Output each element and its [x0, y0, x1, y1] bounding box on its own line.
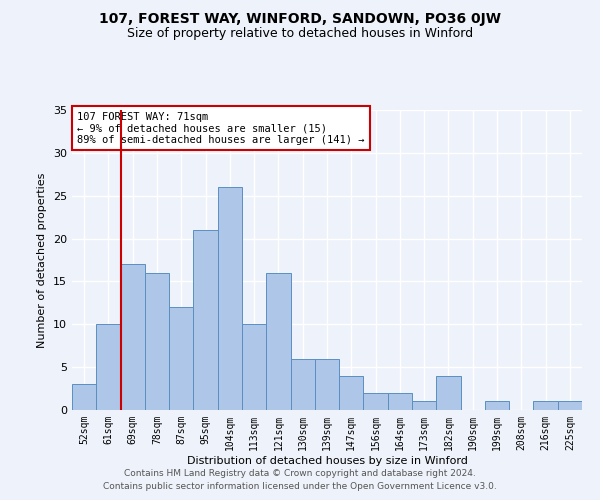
Bar — [436, 376, 461, 410]
Bar — [558, 402, 582, 410]
Bar — [193, 230, 218, 410]
Text: Size of property relative to detached houses in Winford: Size of property relative to detached ho… — [127, 28, 473, 40]
Bar — [339, 376, 364, 410]
Bar — [145, 273, 169, 410]
Bar — [364, 393, 388, 410]
Text: Contains public sector information licensed under the Open Government Licence v3: Contains public sector information licen… — [103, 482, 497, 491]
Y-axis label: Number of detached properties: Number of detached properties — [37, 172, 47, 348]
Bar — [533, 402, 558, 410]
Bar — [412, 402, 436, 410]
Text: 107, FOREST WAY, WINFORD, SANDOWN, PO36 0JW: 107, FOREST WAY, WINFORD, SANDOWN, PO36 … — [99, 12, 501, 26]
Bar — [72, 384, 96, 410]
Bar — [485, 402, 509, 410]
Text: 107 FOREST WAY: 71sqm
← 9% of detached houses are smaller (15)
89% of semi-detac: 107 FOREST WAY: 71sqm ← 9% of detached h… — [77, 112, 365, 144]
Bar — [121, 264, 145, 410]
Bar — [169, 307, 193, 410]
Bar — [242, 324, 266, 410]
Bar — [218, 187, 242, 410]
Bar — [266, 273, 290, 410]
Bar — [96, 324, 121, 410]
X-axis label: Distribution of detached houses by size in Winford: Distribution of detached houses by size … — [187, 456, 467, 466]
Text: Contains HM Land Registry data © Crown copyright and database right 2024.: Contains HM Land Registry data © Crown c… — [124, 468, 476, 477]
Bar — [290, 358, 315, 410]
Bar — [315, 358, 339, 410]
Bar — [388, 393, 412, 410]
